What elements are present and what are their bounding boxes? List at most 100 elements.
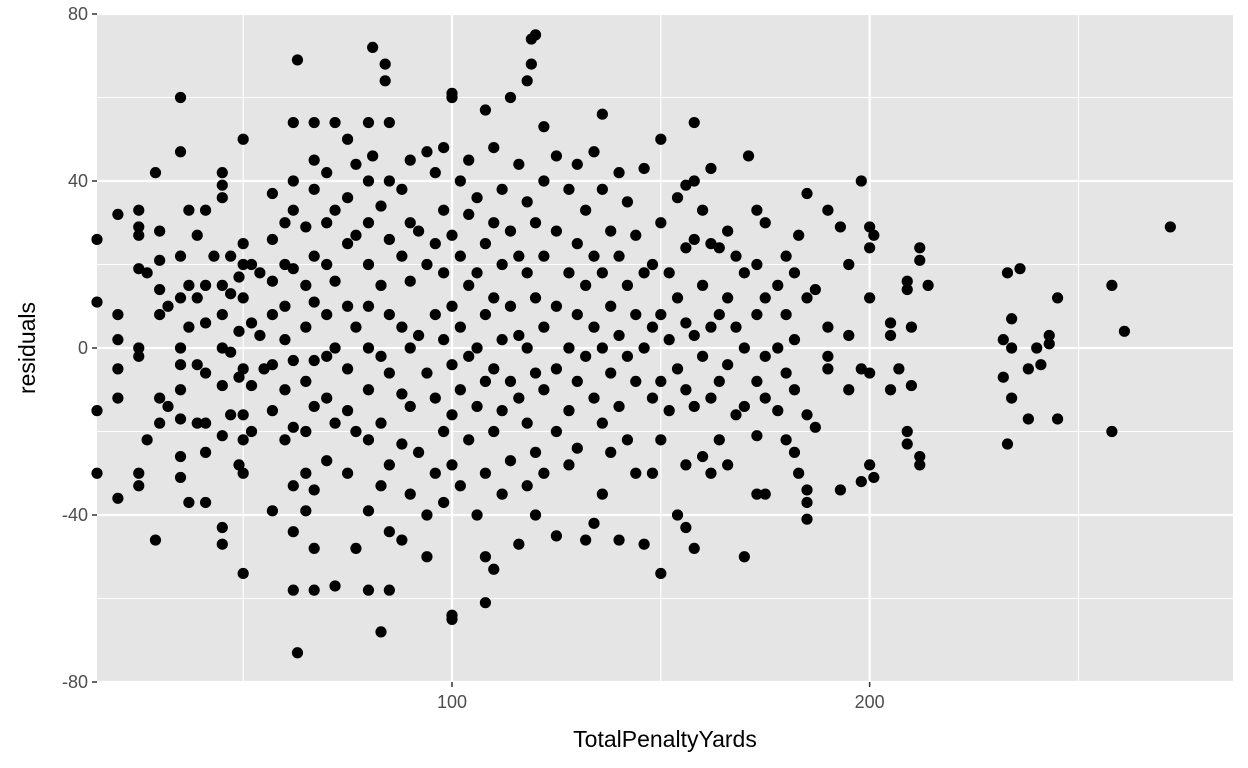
- data-point: [154, 392, 166, 404]
- data-point: [479, 375, 492, 387]
- data-point: [663, 334, 675, 346]
- data-point: [446, 613, 458, 625]
- data-point: [613, 400, 625, 413]
- data-point: [496, 258, 508, 271]
- data-point: [329, 116, 341, 129]
- data-point: [809, 421, 821, 433]
- data-point: [621, 350, 634, 362]
- data-point: [454, 250, 466, 262]
- data-point: [663, 405, 675, 417]
- data-point: [421, 509, 433, 521]
- data-point: [671, 192, 684, 204]
- data-point: [563, 405, 575, 417]
- data-point: [580, 279, 592, 291]
- data-point: [362, 505, 375, 517]
- data-point: [133, 221, 145, 233]
- data-point: [279, 334, 291, 346]
- data-point: [367, 150, 379, 162]
- data-point: [738, 342, 750, 354]
- data-point: [504, 375, 517, 387]
- data-point: [287, 175, 299, 187]
- data-point: [605, 446, 617, 458]
- data-point: [446, 459, 458, 471]
- data-point: [713, 309, 725, 321]
- data-point: [550, 300, 563, 312]
- data-point: [199, 204, 212, 216]
- data-point: [362, 300, 375, 312]
- data-point: [738, 267, 750, 279]
- data-point: [341, 467, 354, 479]
- data-point: [834, 221, 847, 233]
- data-point: [183, 204, 195, 216]
- data-point: [563, 183, 575, 195]
- data-point: [245, 317, 258, 329]
- data-point: [471, 400, 483, 413]
- data-point: [630, 467, 642, 479]
- data-point: [759, 392, 771, 404]
- data-point: [688, 175, 700, 187]
- data-point: [822, 363, 834, 375]
- data-point: [438, 425, 450, 438]
- data-point: [538, 121, 550, 133]
- data-point: [287, 116, 299, 129]
- data-point: [463, 208, 475, 220]
- data-point: [504, 455, 517, 467]
- data-point: [801, 496, 813, 509]
- data-point: [688, 329, 700, 342]
- data-point: [1006, 342, 1018, 354]
- data-point: [613, 534, 625, 546]
- data-point: [801, 292, 813, 304]
- data-point: [1006, 313, 1018, 325]
- data-point: [199, 496, 212, 509]
- data-point: [308, 296, 320, 308]
- data-point: [133, 480, 145, 492]
- data-point: [321, 167, 333, 179]
- data-point: [199, 279, 212, 291]
- data-point: [375, 417, 387, 429]
- data-point: [237, 133, 249, 145]
- data-point: [329, 342, 341, 354]
- data-point: [287, 204, 299, 216]
- data-point: [225, 409, 237, 421]
- data-point: [321, 350, 333, 362]
- data-point: [496, 488, 508, 500]
- data-point: [1022, 363, 1034, 375]
- data-point: [404, 400, 416, 413]
- data-point: [663, 267, 675, 279]
- data-point: [174, 292, 187, 304]
- data-point: [404, 217, 416, 229]
- data-point: [174, 91, 187, 104]
- data-point: [258, 363, 270, 375]
- data-point: [688, 116, 700, 129]
- data-point: [722, 225, 734, 237]
- data-point: [191, 417, 203, 429]
- data-point: [538, 175, 550, 187]
- data-point: [383, 526, 395, 538]
- data-point: [772, 405, 784, 417]
- data-point: [341, 192, 354, 204]
- data-point: [233, 325, 245, 337]
- data-point: [901, 283, 913, 296]
- data-point: [759, 350, 771, 362]
- data-point: [245, 425, 258, 438]
- data-point: [237, 567, 249, 580]
- data-point: [884, 384, 897, 396]
- data-point: [429, 392, 441, 404]
- data-point: [671, 509, 684, 521]
- data-point: [237, 292, 249, 304]
- data-point: [868, 229, 880, 241]
- data-point: [793, 229, 805, 241]
- data-point: [525, 58, 537, 70]
- data-point: [588, 250, 600, 262]
- data-point: [864, 242, 876, 254]
- data-point: [308, 116, 320, 129]
- data-point: [655, 567, 667, 580]
- data-point: [905, 321, 918, 333]
- data-point: [605, 367, 617, 379]
- data-point: [588, 517, 600, 529]
- data-point: [350, 229, 362, 241]
- data-point: [529, 367, 542, 379]
- data-point: [621, 196, 634, 208]
- data-point: [550, 363, 563, 375]
- data-point: [513, 329, 525, 342]
